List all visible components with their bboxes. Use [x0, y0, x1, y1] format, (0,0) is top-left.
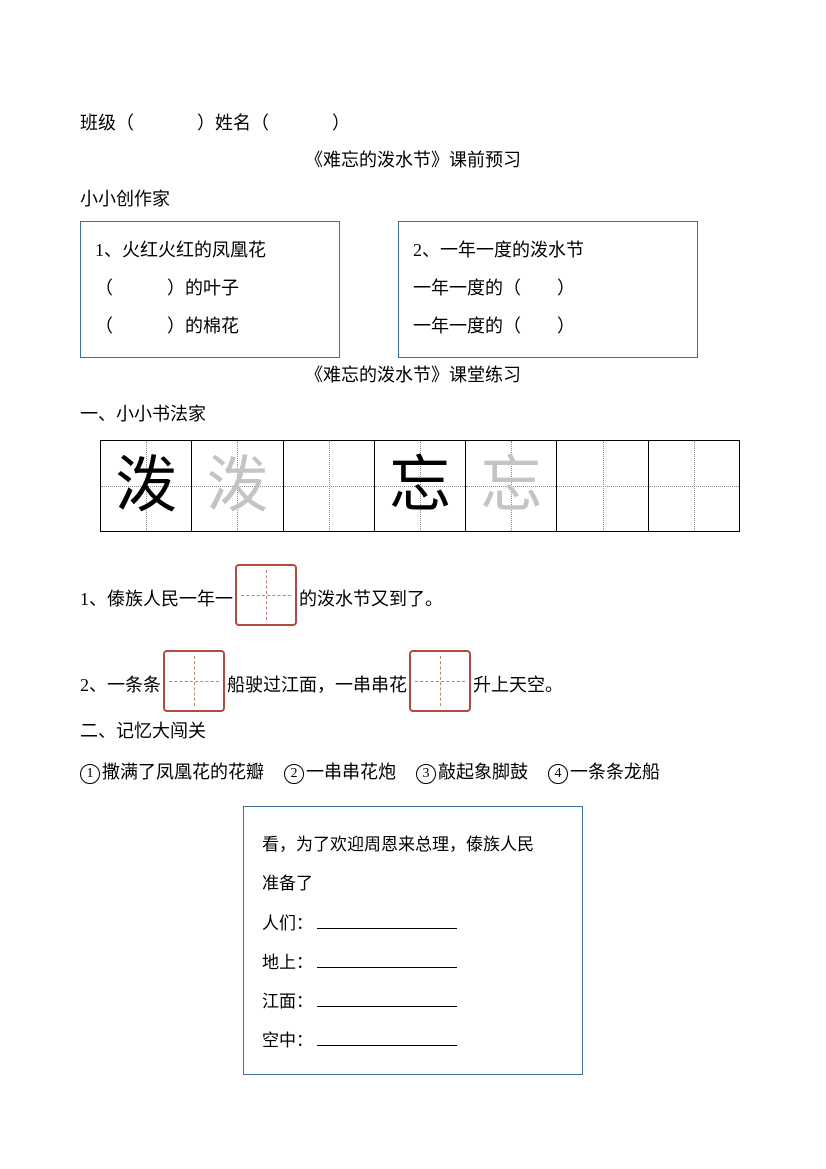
circled-2-icon: 2 [284, 764, 304, 784]
left-line-3[interactable]: （ ）的棉花 [95, 308, 325, 346]
char-po-faint: 泼 [206, 440, 268, 533]
name-close: ） [332, 113, 350, 133]
class-blank[interactable] [139, 113, 193, 133]
calli-cell-1: 泼 [101, 441, 192, 531]
recall-sky: 空中： [262, 1021, 564, 1060]
left-line-2[interactable]: （ ）的叶子 [95, 270, 325, 308]
circled-1-icon: 1 [80, 764, 100, 784]
option-4-text: 一条条龙船 [570, 762, 660, 782]
option-1: 1撒满了凤凰花的花瓣 [80, 759, 264, 786]
recall-box: 看，为了欢迎周恩来总理，傣族人民 准备了 人们： 地上： 江面： 空中： [243, 806, 583, 1075]
student-info-line: 班级（ ）姓名（ ） [80, 110, 746, 137]
calli-cell-4: 忘 [375, 441, 466, 531]
options-row: 1撒满了凤凰花的花瓣 2一串串花炮 3敲起象脚鼓 4一条条龙船 [80, 759, 746, 786]
s2-part-b: 船驶过江面，一串串花 [227, 668, 407, 708]
recall-ground: 地上： [262, 943, 564, 982]
preview-subhead: 小小创作家 [80, 186, 746, 213]
char-wang: 忘 [389, 440, 451, 533]
fill-box-3[interactable] [409, 650, 471, 712]
creative-boxes: 1、火红火红的凤凰花 （ ）的叶子 （ ）的棉花 2、一年一度的泼水节 一年一度… [80, 221, 746, 358]
calli-cell-7[interactable] [649, 441, 739, 531]
option-4: 4一条条龙船 [548, 759, 660, 786]
calli-cell-5[interactable]: 忘 [466, 441, 557, 531]
recall-ground-label: 地上： [262, 953, 313, 972]
recall-people: 人们： [262, 904, 564, 943]
left-line-1: 1、火红火红的凤凰花 [95, 232, 325, 270]
calli-cell-6[interactable] [557, 441, 648, 531]
classwork-title: 《难忘的泼水节》课堂练习 [80, 362, 746, 389]
class-label: 班级（ [80, 113, 134, 133]
recall-people-label: 人们： [262, 914, 313, 933]
recall-river: 江面： [262, 982, 564, 1021]
recall-sky-blank[interactable] [317, 1029, 457, 1046]
creative-box-right: 2、一年一度的泼水节 一年一度的（ ） 一年一度的（ ） [398, 221, 698, 358]
right-line-1: 2、一年一度的泼水节 [413, 232, 683, 270]
option-2: 2一串串花炮 [284, 759, 396, 786]
right-line-3[interactable]: 一年一度的（ ） [413, 308, 683, 346]
creative-box-left: 1、火红火红的凤凰花 （ ）的叶子 （ ）的棉花 [80, 221, 340, 358]
right-line-2[interactable]: 一年一度的（ ） [413, 270, 683, 308]
class-close: ）姓名（ [197, 113, 269, 133]
recall-intro-1: 看，为了欢迎周恩来总理，傣族人民 [262, 825, 564, 864]
sentence-1: 1、傣族人民一年一 的泼水节又到了。 [80, 564, 746, 622]
recall-river-blank[interactable] [317, 990, 457, 1007]
fill-box-2[interactable] [163, 650, 225, 712]
recall-people-blank[interactable] [317, 912, 457, 929]
circled-4-icon: 4 [548, 764, 568, 784]
option-1-text: 撒满了凤凰花的花瓣 [102, 762, 264, 782]
recall-intro-2: 准备了 [262, 864, 564, 903]
char-wang-faint: 忘 [480, 440, 542, 533]
s2-part-c: 升上天空。 [473, 668, 563, 708]
name-blank[interactable] [274, 113, 328, 133]
section-2-label: 二、记忆大闯关 [80, 718, 746, 745]
recall-sky-label: 空中： [262, 1031, 313, 1050]
s1-part-a: 1、傣族人民一年一 [80, 582, 233, 622]
option-2-text: 一串串花炮 [306, 762, 396, 782]
s1-part-b: 的泼水节又到了。 [299, 582, 443, 622]
section-1-label: 一、小小书法家 [80, 401, 746, 428]
fill-box-1[interactable] [235, 564, 297, 626]
calli-cell-3[interactable] [284, 441, 375, 531]
char-po: 泼 [115, 440, 177, 533]
s2-part-a: 2、一条条 [80, 668, 161, 708]
preview-title: 《难忘的泼水节》课前预习 [80, 147, 746, 174]
recall-river-label: 江面： [262, 992, 313, 1011]
circled-3-icon: 3 [416, 764, 436, 784]
recall-ground-blank[interactable] [317, 951, 457, 968]
calligraphy-grid: 泼 泼 忘 忘 [100, 440, 746, 532]
calli-cell-2[interactable]: 泼 [192, 441, 283, 531]
option-3-text: 敲起象脚鼓 [438, 762, 528, 782]
sentence-2: 2、一条条 船驶过江面，一串串花 升上天空。 [80, 650, 746, 708]
option-3: 3敲起象脚鼓 [416, 759, 528, 786]
